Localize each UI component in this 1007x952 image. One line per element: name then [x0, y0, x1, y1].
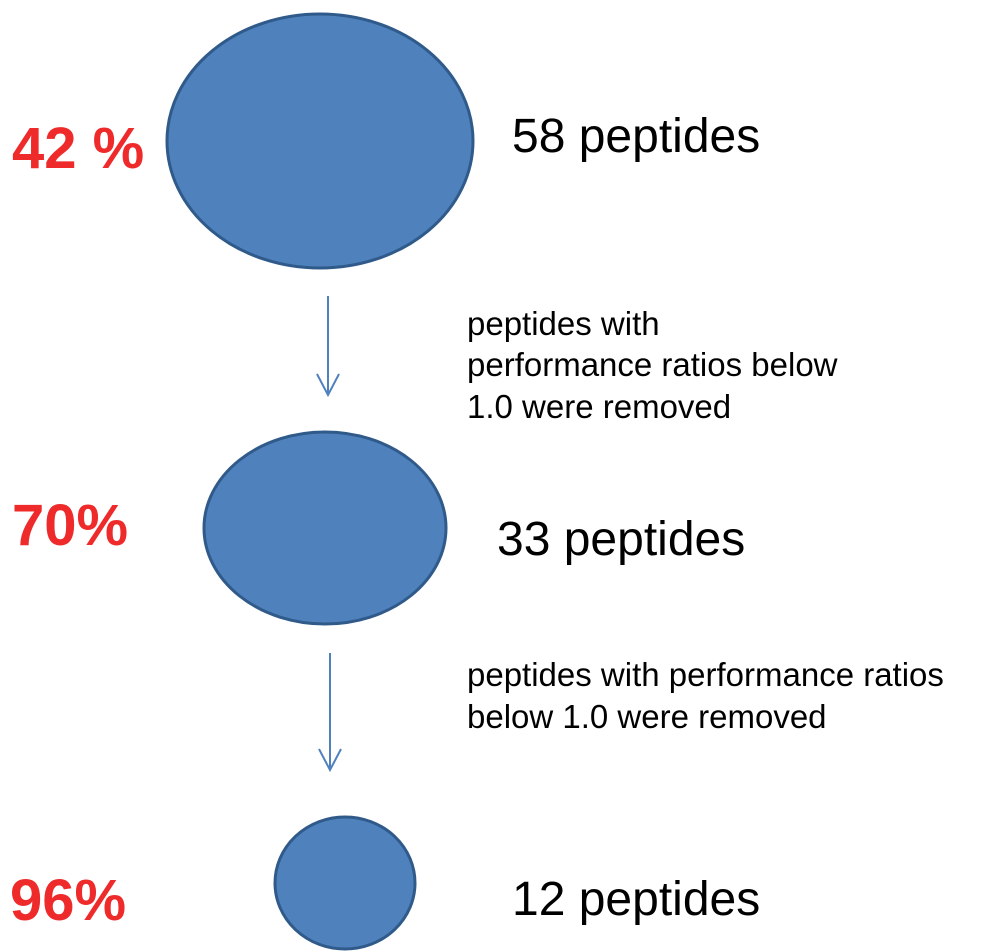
node-circle	[202, 430, 448, 626]
percent: 96%	[10, 868, 126, 933]
arrow	[316, 296, 340, 398]
percent: 70%	[12, 493, 128, 558]
step-text: performance ratios below	[467, 346, 838, 383]
node-circle	[165, 12, 475, 270]
count-label: 33 peptides	[497, 513, 745, 566]
step-text: peptides with performance ratios	[467, 656, 944, 693]
step-text: below 1.0 were removed	[467, 698, 827, 735]
step-text: peptides with	[467, 305, 660, 342]
count-label: 12 peptides	[512, 873, 760, 926]
node-circle	[273, 815, 417, 951]
count-label: 58 peptides	[512, 110, 760, 163]
step-text: 1.0 were removed	[467, 388, 731, 425]
arrow	[318, 653, 342, 773]
percent: 42 %	[12, 116, 144, 181]
